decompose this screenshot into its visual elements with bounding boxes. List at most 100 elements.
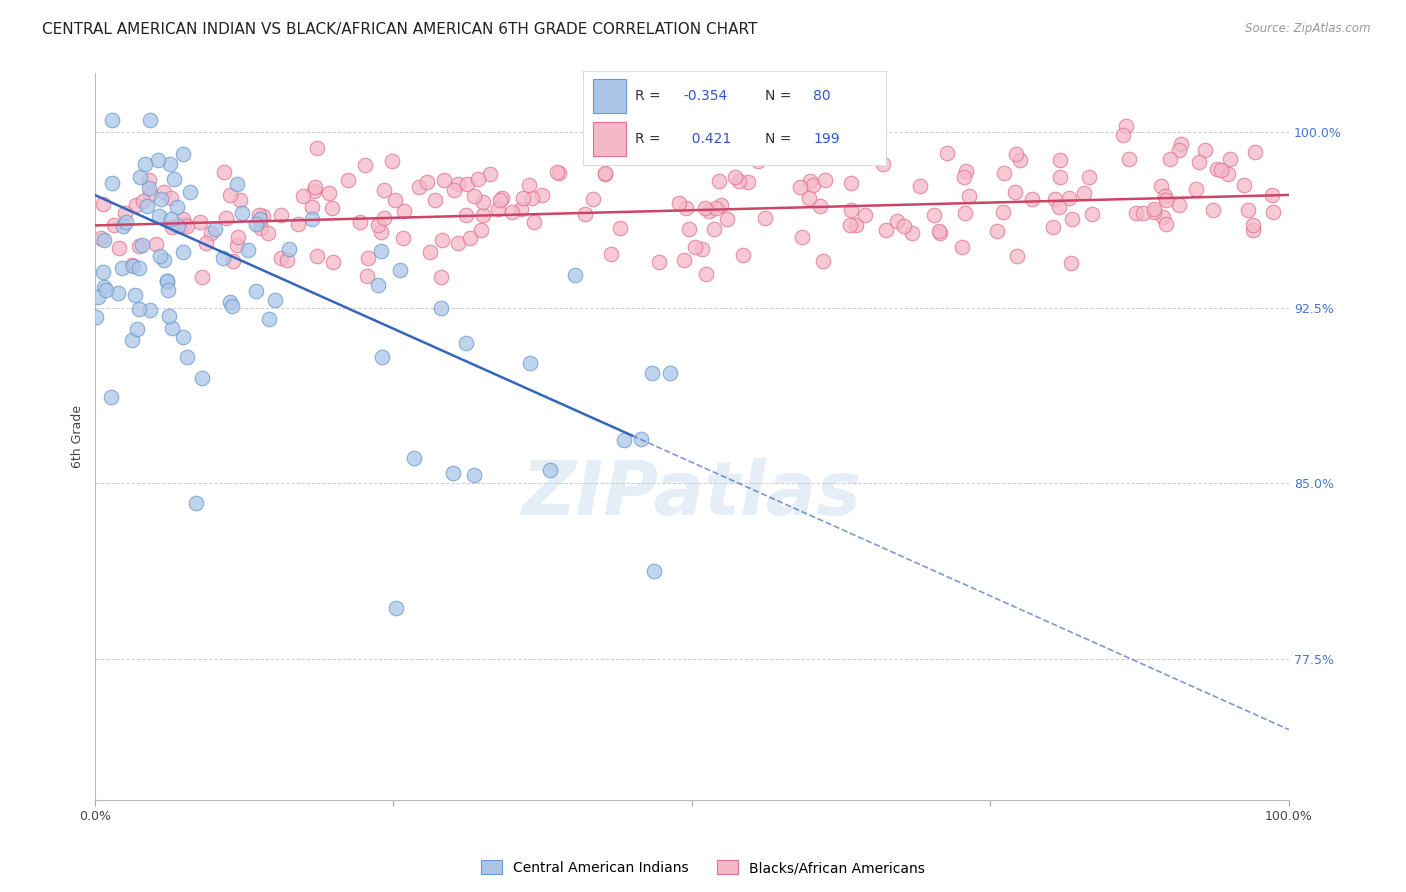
Point — [93, 279, 115, 293]
Point — [370, 351, 392, 365]
Point — [716, 211, 738, 226]
Point — [432, 233, 454, 247]
Point — [1049, 153, 1071, 168]
Point — [491, 191, 513, 205]
Point — [630, 432, 652, 446]
Point — [844, 143, 866, 157]
Point — [1143, 205, 1166, 219]
Point — [675, 201, 697, 215]
Point — [609, 220, 631, 235]
Text: 0.421: 0.421 — [683, 132, 731, 145]
Point — [523, 215, 546, 229]
Point — [1010, 153, 1032, 167]
Point — [370, 225, 392, 239]
Y-axis label: 6th Grade: 6th Grade — [72, 405, 84, 468]
Point — [789, 180, 811, 194]
Point — [128, 302, 150, 317]
Point — [1073, 186, 1095, 200]
Point — [337, 173, 360, 187]
Text: 80: 80 — [813, 88, 831, 103]
Point — [447, 178, 470, 192]
Point — [166, 201, 188, 215]
Point — [291, 188, 314, 202]
Point — [955, 206, 977, 220]
Point — [245, 217, 267, 231]
Point — [1081, 206, 1104, 220]
Point — [458, 231, 481, 245]
Point — [838, 218, 860, 232]
Point — [179, 185, 201, 199]
Point — [238, 243, 260, 257]
Point — [595, 167, 617, 181]
Point — [643, 564, 665, 578]
Point — [935, 146, 957, 161]
Point — [924, 208, 946, 222]
Point — [138, 181, 160, 195]
Point — [430, 301, 453, 316]
Point — [1159, 152, 1181, 166]
Point — [121, 333, 143, 347]
Point — [384, 193, 406, 207]
Point — [673, 252, 696, 267]
Point — [176, 219, 198, 234]
Point — [1132, 206, 1154, 220]
Point — [1152, 210, 1174, 224]
Point — [128, 169, 150, 184]
Point — [628, 121, 651, 136]
Point — [157, 283, 180, 297]
Point — [245, 284, 267, 298]
Point — [318, 186, 340, 200]
Point — [250, 221, 273, 235]
Point — [124, 287, 146, 301]
Point — [115, 215, 138, 229]
Point — [128, 239, 150, 253]
Point — [148, 209, 170, 223]
Point — [264, 293, 287, 307]
Point — [463, 189, 485, 203]
Point — [875, 223, 897, 237]
Point — [1261, 188, 1284, 202]
Point — [519, 356, 541, 370]
Point — [1042, 220, 1064, 235]
Point — [150, 192, 173, 206]
Point — [367, 219, 389, 233]
Point — [259, 312, 281, 326]
Point — [162, 220, 184, 235]
Point — [276, 253, 298, 268]
Point — [441, 466, 464, 480]
Point — [886, 214, 908, 228]
Point — [647, 255, 669, 269]
Point — [501, 205, 523, 219]
Point — [96, 283, 118, 297]
Point — [582, 192, 605, 206]
Point — [955, 164, 977, 178]
Point — [993, 205, 1015, 219]
Point — [908, 178, 931, 193]
Point — [86, 290, 108, 304]
Point — [456, 177, 478, 191]
Point — [1043, 192, 1066, 206]
Point — [456, 209, 478, 223]
Point — [139, 112, 162, 127]
Point — [1112, 128, 1135, 142]
Point — [697, 203, 720, 218]
Point — [157, 310, 180, 324]
Point — [392, 203, 415, 218]
Point — [416, 174, 439, 188]
Point — [155, 274, 177, 288]
Point — [1004, 186, 1026, 200]
Point — [1233, 178, 1256, 192]
Point — [125, 198, 148, 212]
Point — [1209, 162, 1232, 177]
Point — [221, 299, 243, 313]
Point — [1077, 169, 1099, 184]
Point — [811, 254, 834, 268]
Text: N =: N = — [765, 132, 796, 145]
Point — [841, 141, 863, 155]
Point — [678, 222, 700, 236]
Point — [100, 112, 122, 127]
Point — [287, 218, 309, 232]
Point — [108, 241, 131, 255]
Point — [247, 208, 270, 222]
Point — [127, 322, 149, 336]
